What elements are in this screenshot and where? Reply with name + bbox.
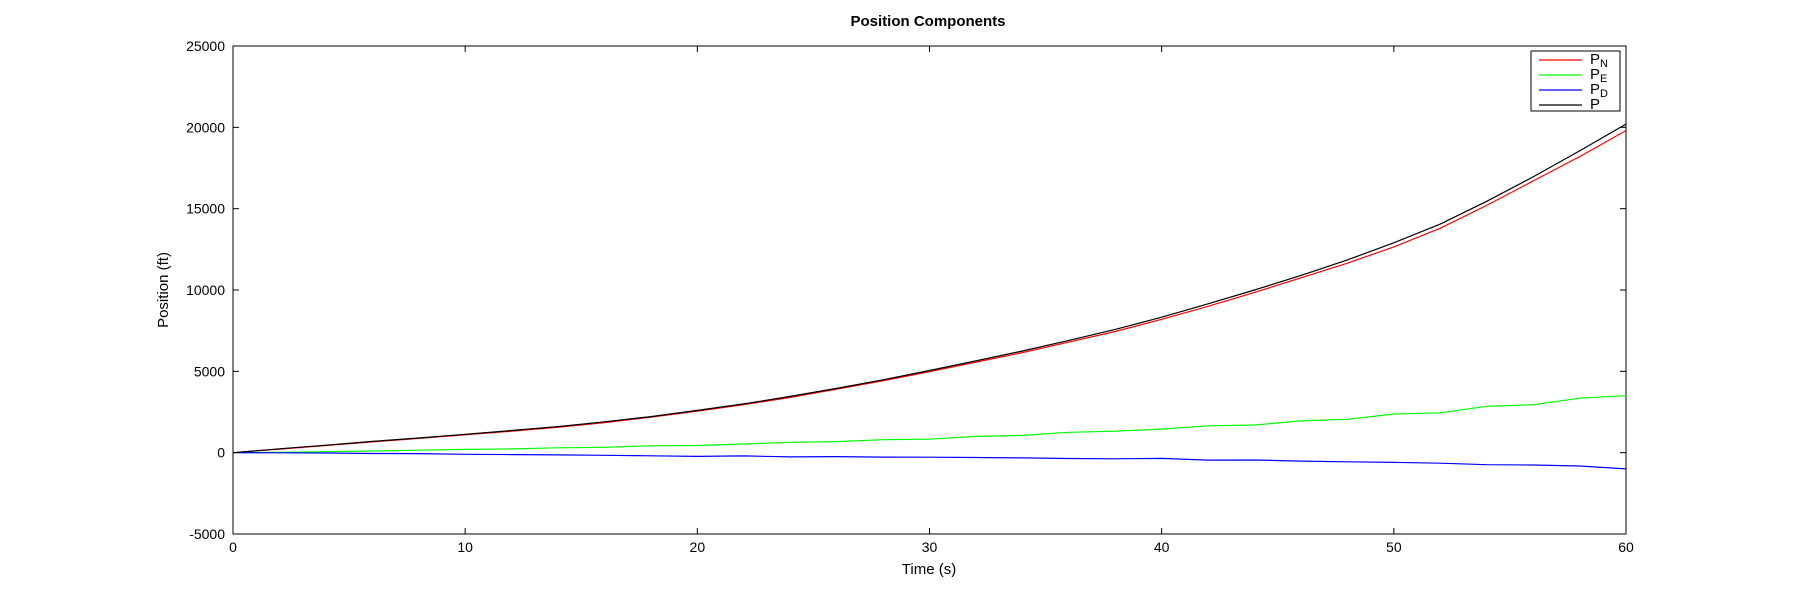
- x-tick-label: 0: [229, 539, 237, 555]
- series-line-d: [232, 452, 1627, 470]
- series-line-e: [232, 395, 1627, 454]
- legend-box: [1530, 50, 1621, 112]
- x-tick-label: 20: [690, 539, 706, 555]
- y-tick-label: 10000: [186, 282, 225, 298]
- x-axis-label: Time (s): [902, 561, 956, 578]
- x-tick-label: 40: [1154, 539, 1170, 555]
- y-tick-label: 25000: [186, 38, 225, 54]
- plot-frame: [232, 45, 1627, 535]
- legend-label-d: PD: [1590, 81, 1608, 100]
- x-axis: 0 10 20 30 40 50 60: [229, 46, 1634, 555]
- y-axis: -5000 0 5000 10000 15000 20000 25000: [186, 38, 1626, 542]
- legend-label-subscript: E: [1600, 73, 1607, 85]
- y-tick-label: 20000: [186, 119, 225, 135]
- x-tick-label: 50: [1386, 539, 1402, 555]
- x-tick-label: 10: [457, 539, 473, 555]
- series-line-total: [232, 123, 1627, 454]
- y-axis-label: Position (ft): [155, 252, 172, 328]
- legend-label-subscript: N: [1600, 58, 1608, 70]
- series-line-n: [232, 130, 1627, 454]
- legend-label-main: P: [1590, 96, 1600, 113]
- legend-label-subscript: D: [1600, 88, 1608, 100]
- legend-label-e: PE: [1590, 66, 1607, 85]
- legend-label-total: P: [1590, 96, 1600, 113]
- x-tick-label: 30: [922, 539, 938, 555]
- y-tick-label: 0: [217, 445, 225, 461]
- legend-label-main: P: [1590, 51, 1600, 68]
- legend-label-main: P: [1590, 81, 1600, 98]
- series-layer: [232, 123, 1627, 470]
- legend-label-n: PN: [1590, 51, 1608, 70]
- y-tick-label: 15000: [186, 201, 225, 217]
- y-tick-label: 5000: [194, 363, 225, 379]
- y-tick-label: -5000: [189, 526, 225, 542]
- legend-label-main: P: [1590, 66, 1600, 83]
- x-tick-label: 60: [1618, 539, 1634, 555]
- chart-title: Position Components: [851, 13, 1006, 30]
